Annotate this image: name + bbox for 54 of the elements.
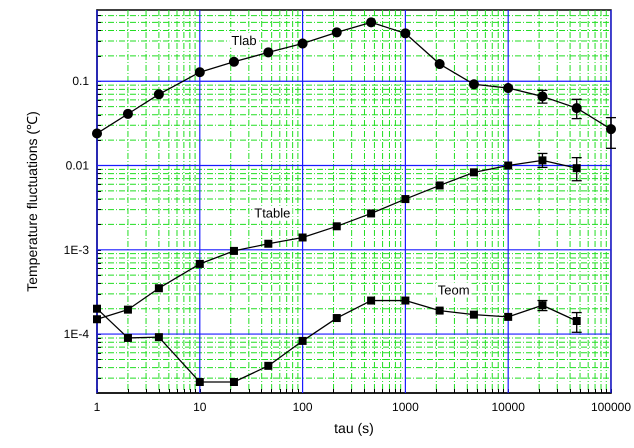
point xyxy=(332,27,342,38)
point xyxy=(572,316,581,325)
point xyxy=(332,314,341,322)
x-tick-label: 10 xyxy=(193,400,207,414)
point xyxy=(298,336,307,345)
point xyxy=(401,296,410,305)
point xyxy=(434,59,445,70)
point xyxy=(93,304,101,313)
series-label: Tlab xyxy=(231,32,257,48)
point xyxy=(194,67,205,78)
x-tick-label: 100 xyxy=(292,400,313,414)
point xyxy=(92,128,102,138)
point xyxy=(332,222,341,230)
y-tick-label: 1E-3 xyxy=(64,242,90,257)
point xyxy=(196,260,204,268)
y-tick-label: 1E-4 xyxy=(64,327,90,342)
point xyxy=(537,91,548,102)
point xyxy=(298,38,308,49)
point xyxy=(470,168,478,176)
point xyxy=(468,79,479,90)
point xyxy=(367,296,376,305)
y-axis-title: Temperature fluctuations (℃) xyxy=(24,111,40,292)
point xyxy=(436,181,444,190)
y-tick-label: 0.01 xyxy=(66,158,90,173)
point xyxy=(230,378,238,386)
x-axis-title: tau (s) xyxy=(334,420,374,436)
point xyxy=(572,164,581,172)
y-tick-label: 0.1 xyxy=(72,74,90,88)
point xyxy=(572,103,582,114)
point xyxy=(470,310,478,319)
point xyxy=(228,56,239,67)
point xyxy=(230,246,238,255)
x-tick-label: 10000 xyxy=(491,400,526,414)
point xyxy=(264,362,272,370)
point xyxy=(503,83,514,94)
point xyxy=(504,312,512,321)
point xyxy=(93,315,101,324)
point xyxy=(436,306,444,315)
x-tick-label: 1000 xyxy=(392,400,420,414)
point xyxy=(400,28,410,38)
point xyxy=(538,156,546,164)
point xyxy=(366,17,376,28)
point xyxy=(298,233,307,242)
point xyxy=(401,195,410,204)
point xyxy=(263,47,274,58)
point xyxy=(606,124,616,134)
point xyxy=(196,378,204,386)
x-tick-label: 1 xyxy=(94,400,101,414)
point xyxy=(367,209,376,218)
x-tick-label: 100000 xyxy=(590,400,632,414)
series-label: Ttable xyxy=(254,206,290,221)
point xyxy=(264,240,272,248)
point xyxy=(504,162,512,170)
series-label: Teom xyxy=(438,282,470,298)
